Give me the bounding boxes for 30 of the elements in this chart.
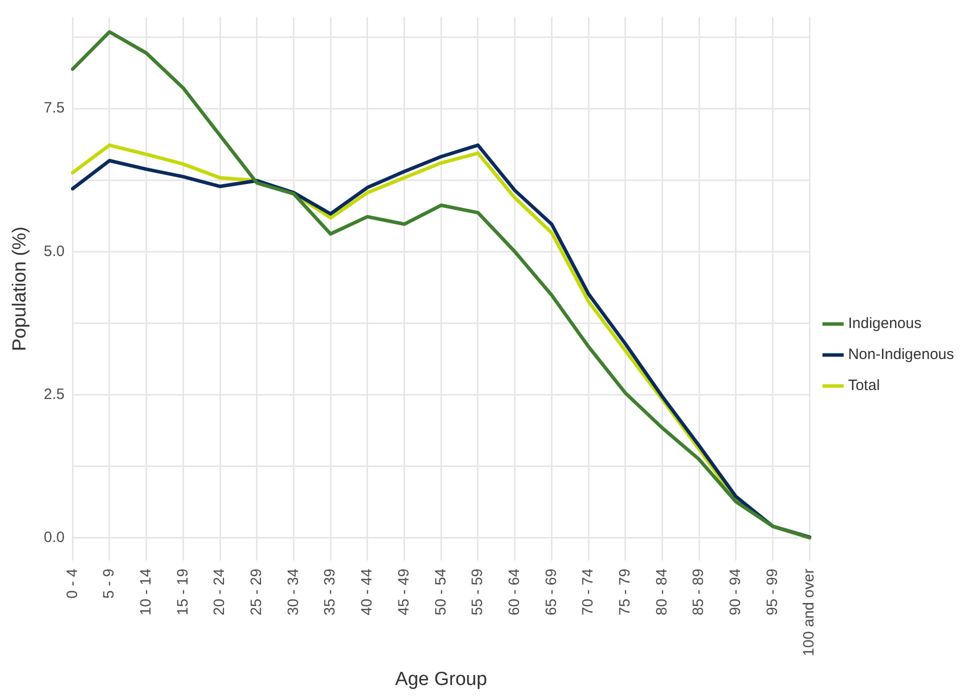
- x-tick-label: 45 - 49: [395, 568, 412, 616]
- x-tick-label: 35 - 39: [322, 568, 339, 616]
- x-tick-label: 55 - 59: [469, 568, 486, 616]
- x-tick-label: 100 and over: [800, 568, 818, 656]
- y-tick-label: 0.0: [44, 528, 65, 546]
- y-tick-label: 2.5: [44, 386, 65, 403]
- x-tick-label: 50 - 54: [432, 568, 450, 616]
- x-tick-label: 5 - 9: [100, 568, 118, 599]
- x-axis-title: Age Group: [395, 668, 488, 690]
- x-tick-label: 85 - 89: [690, 568, 708, 616]
- x-tick-label: 40 - 44: [358, 568, 376, 616]
- x-tick-label: 0 - 4: [64, 568, 81, 599]
- x-tick-label: 25 - 29: [248, 568, 266, 616]
- legend-label: Non-Indigenous: [848, 346, 954, 364]
- x-tick-label: 15 - 19: [174, 568, 192, 616]
- x-tick-label: 20 - 24: [211, 568, 228, 616]
- x-tick-label: 10 - 14: [137, 568, 154, 616]
- x-tick-label: 95 - 99: [764, 568, 781, 616]
- x-tick-label: 70 - 74: [580, 568, 597, 616]
- legend-label: Indigenous: [848, 315, 922, 332]
- legend-label: Total: [848, 377, 880, 394]
- x-tick-label: 80 - 84: [653, 568, 670, 616]
- x-tick-label: 60 - 64: [506, 568, 523, 616]
- y-axis-title: Population (%): [10, 226, 31, 352]
- y-tick-label: 5.0: [44, 242, 65, 260]
- x-tick-label: 30 - 34: [284, 568, 302, 616]
- y-tick-label: 7.5: [44, 100, 65, 117]
- x-tick-label: 90 - 94: [727, 568, 744, 616]
- x-tick-label: 65 - 69: [542, 568, 560, 616]
- x-tick-label: 75 - 79: [616, 568, 634, 616]
